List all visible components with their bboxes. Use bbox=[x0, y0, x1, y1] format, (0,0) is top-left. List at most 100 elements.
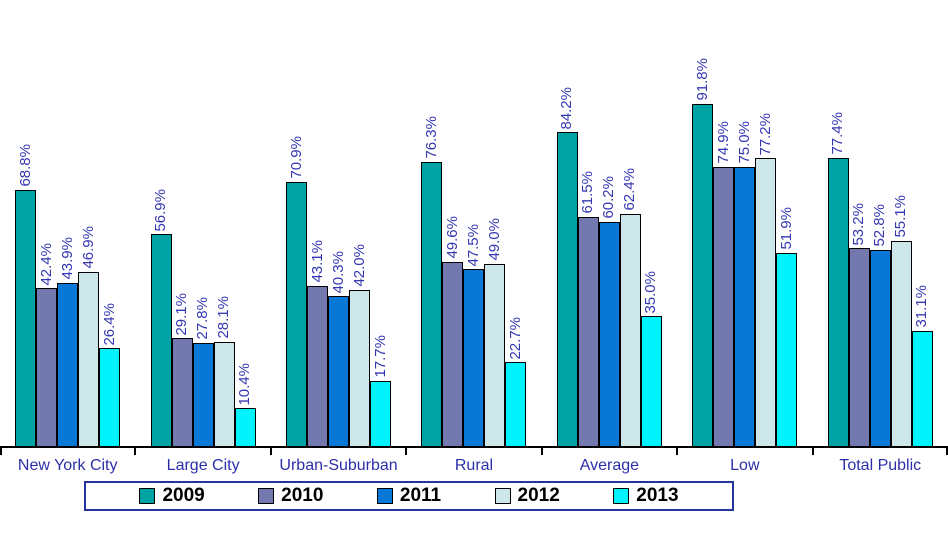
bar-2010: 42.4% bbox=[36, 243, 58, 447]
bar-group: 76.3% 49.6% 47.5% 49.0% 22.7% bbox=[406, 73, 541, 447]
legend-item-2012: 2012 bbox=[494, 485, 560, 507]
bar-2011: 43.9% bbox=[57, 237, 79, 447]
bar-2010: 53.2% bbox=[848, 203, 870, 447]
bar-2012: 28.1% bbox=[213, 296, 235, 447]
bar-value-label: 77.2% bbox=[756, 112, 774, 156]
bar-2009: 91.8% bbox=[692, 58, 714, 447]
bar-value-label: 60.2% bbox=[600, 176, 618, 219]
bar-value-label: 10.4% bbox=[236, 362, 254, 406]
category-label: Average bbox=[579, 457, 640, 474]
bar-2012: 55.1% bbox=[890, 195, 912, 447]
bar-value-label: 53.2% bbox=[850, 202, 868, 246]
bar-group: 91.8% 74.9% 75.0% 77.2% 51.9% bbox=[677, 58, 812, 447]
bar-2011: 47.5% bbox=[463, 224, 485, 447]
bar-2010: 74.9% bbox=[713, 121, 735, 447]
bar-value-label: 91.8% bbox=[693, 58, 711, 101]
bar-value-label: 22.7% bbox=[506, 316, 524, 360]
bar-2009: 56.9% bbox=[150, 189, 172, 447]
legend-label: 2012 bbox=[517, 485, 560, 506]
x-axis-tick bbox=[405, 448, 408, 455]
bar-value-label: 49.0% bbox=[485, 218, 503, 261]
bar-2011: 60.2% bbox=[598, 176, 620, 447]
bar-2011: 40.3% bbox=[328, 251, 350, 447]
legend: 2009 2010 2011 2012 2013 bbox=[84, 481, 734, 511]
x-axis-tick bbox=[676, 448, 679, 455]
bar-2013: 31.1% bbox=[911, 285, 933, 447]
legend-label: 2011 bbox=[399, 485, 442, 506]
bar-2011: 27.8% bbox=[192, 297, 214, 447]
x-axis-tick bbox=[269, 448, 272, 455]
bar-group: 68.8% 42.4% 43.9% 46.9% 26.4% bbox=[0, 73, 135, 447]
legend-label: 2013 bbox=[636, 485, 679, 506]
category-label: Total Public bbox=[839, 457, 922, 474]
legend-item-2013: 2013 bbox=[613, 485, 679, 507]
bar-value-label: 62.4% bbox=[621, 168, 639, 211]
bar-2012: 49.0% bbox=[484, 218, 506, 447]
legend-item-2011: 2011 bbox=[376, 485, 442, 507]
bar-2010: 29.1% bbox=[171, 293, 193, 447]
bar-2013: 10.4% bbox=[234, 363, 256, 447]
bar-value-label: 55.1% bbox=[892, 195, 910, 238]
legend-swatch-2009 bbox=[139, 488, 156, 504]
category-label: Low bbox=[730, 457, 760, 474]
bar-group: 77.4% 53.2% 52.8% 55.1% 31.1% bbox=[813, 73, 948, 447]
bar-group: 70.9% 43.1% 40.3% 42.0% 17.7% bbox=[271, 73, 406, 447]
category-label: Urban-Suburban bbox=[279, 457, 398, 474]
bar-2013: 51.9% bbox=[776, 207, 798, 447]
bar-value-label: 75.0% bbox=[735, 120, 753, 164]
legend-label: 2009 bbox=[162, 485, 205, 506]
bar-value-label: 42.0% bbox=[350, 244, 368, 287]
bar-value-label: 27.8% bbox=[194, 297, 212, 341]
legend-item-2009: 2009 bbox=[139, 485, 205, 507]
bar-value-label: 26.4% bbox=[100, 302, 118, 346]
bar-value-label: 35.0% bbox=[642, 270, 660, 314]
bar-value-label: 28.1% bbox=[215, 296, 233, 339]
bar-2009: 76.3% bbox=[421, 116, 443, 447]
x-axis-line bbox=[0, 446, 948, 448]
bar-2009: 84.2% bbox=[556, 87, 578, 447]
bar-2011: 75.0% bbox=[734, 121, 756, 447]
category-label: Rural bbox=[454, 457, 494, 474]
bar-value-label: 46.9% bbox=[79, 226, 97, 269]
bar-2009: 68.8% bbox=[15, 144, 37, 447]
bar-2011: 52.8% bbox=[869, 204, 891, 447]
bar-2012: 77.2% bbox=[755, 113, 777, 447]
bar-value-label: 52.8% bbox=[871, 203, 889, 247]
bar-2012: 42.0% bbox=[349, 244, 371, 447]
bar-value-label: 61.5% bbox=[579, 171, 597, 214]
bar-value-label: 47.5% bbox=[464, 223, 482, 267]
category-labels-row: New York City Large City Urban-Suburban Rur… bbox=[0, 457, 948, 475]
category-label: Large City bbox=[166, 457, 240, 474]
bar-2013: 26.4% bbox=[99, 303, 121, 447]
x-axis-tick bbox=[946, 448, 948, 455]
legend-item-2010: 2010 bbox=[258, 485, 323, 507]
bar-value-label: 43.9% bbox=[58, 237, 76, 280]
bar-group: 56.9% 29.1% 27.8% 28.1% 10.4% bbox=[135, 73, 270, 447]
bar-value-label: 31.1% bbox=[913, 285, 931, 328]
x-axis-tick bbox=[0, 448, 2, 455]
bar-value-label: 29.1% bbox=[173, 292, 191, 336]
bar-value-label: 70.9% bbox=[287, 136, 305, 179]
bar-2010: 49.6% bbox=[442, 216, 464, 447]
bar-2009: 70.9% bbox=[286, 136, 308, 447]
legend-swatch-2010 bbox=[258, 488, 275, 504]
x-axis-tick bbox=[540, 448, 543, 455]
bar-2013: 22.7% bbox=[505, 317, 527, 447]
bar-value-label: 42.4% bbox=[37, 242, 55, 286]
bar-2010: 43.1% bbox=[307, 240, 329, 447]
bar-2012: 46.9% bbox=[78, 226, 100, 447]
legend-swatch-2012 bbox=[494, 488, 511, 504]
bar-2010: 61.5% bbox=[577, 171, 599, 447]
bar-2012: 62.4% bbox=[619, 168, 641, 447]
legend-label: 2010 bbox=[281, 485, 324, 506]
legend-swatch-2013 bbox=[613, 488, 630, 504]
bar-2013: 35.0% bbox=[640, 271, 662, 447]
bar-value-label: 76.3% bbox=[422, 116, 440, 159]
bar-value-label: 56.9% bbox=[152, 188, 170, 232]
bar-value-label: 49.6% bbox=[443, 215, 461, 259]
bar-group: 84.2% 61.5% 60.2% 62.4% 35.0% bbox=[542, 73, 677, 447]
bar-2009: 77.4% bbox=[827, 112, 849, 447]
bar-value-label: 51.9% bbox=[777, 207, 795, 250]
bar-value-label: 43.1% bbox=[308, 240, 326, 283]
